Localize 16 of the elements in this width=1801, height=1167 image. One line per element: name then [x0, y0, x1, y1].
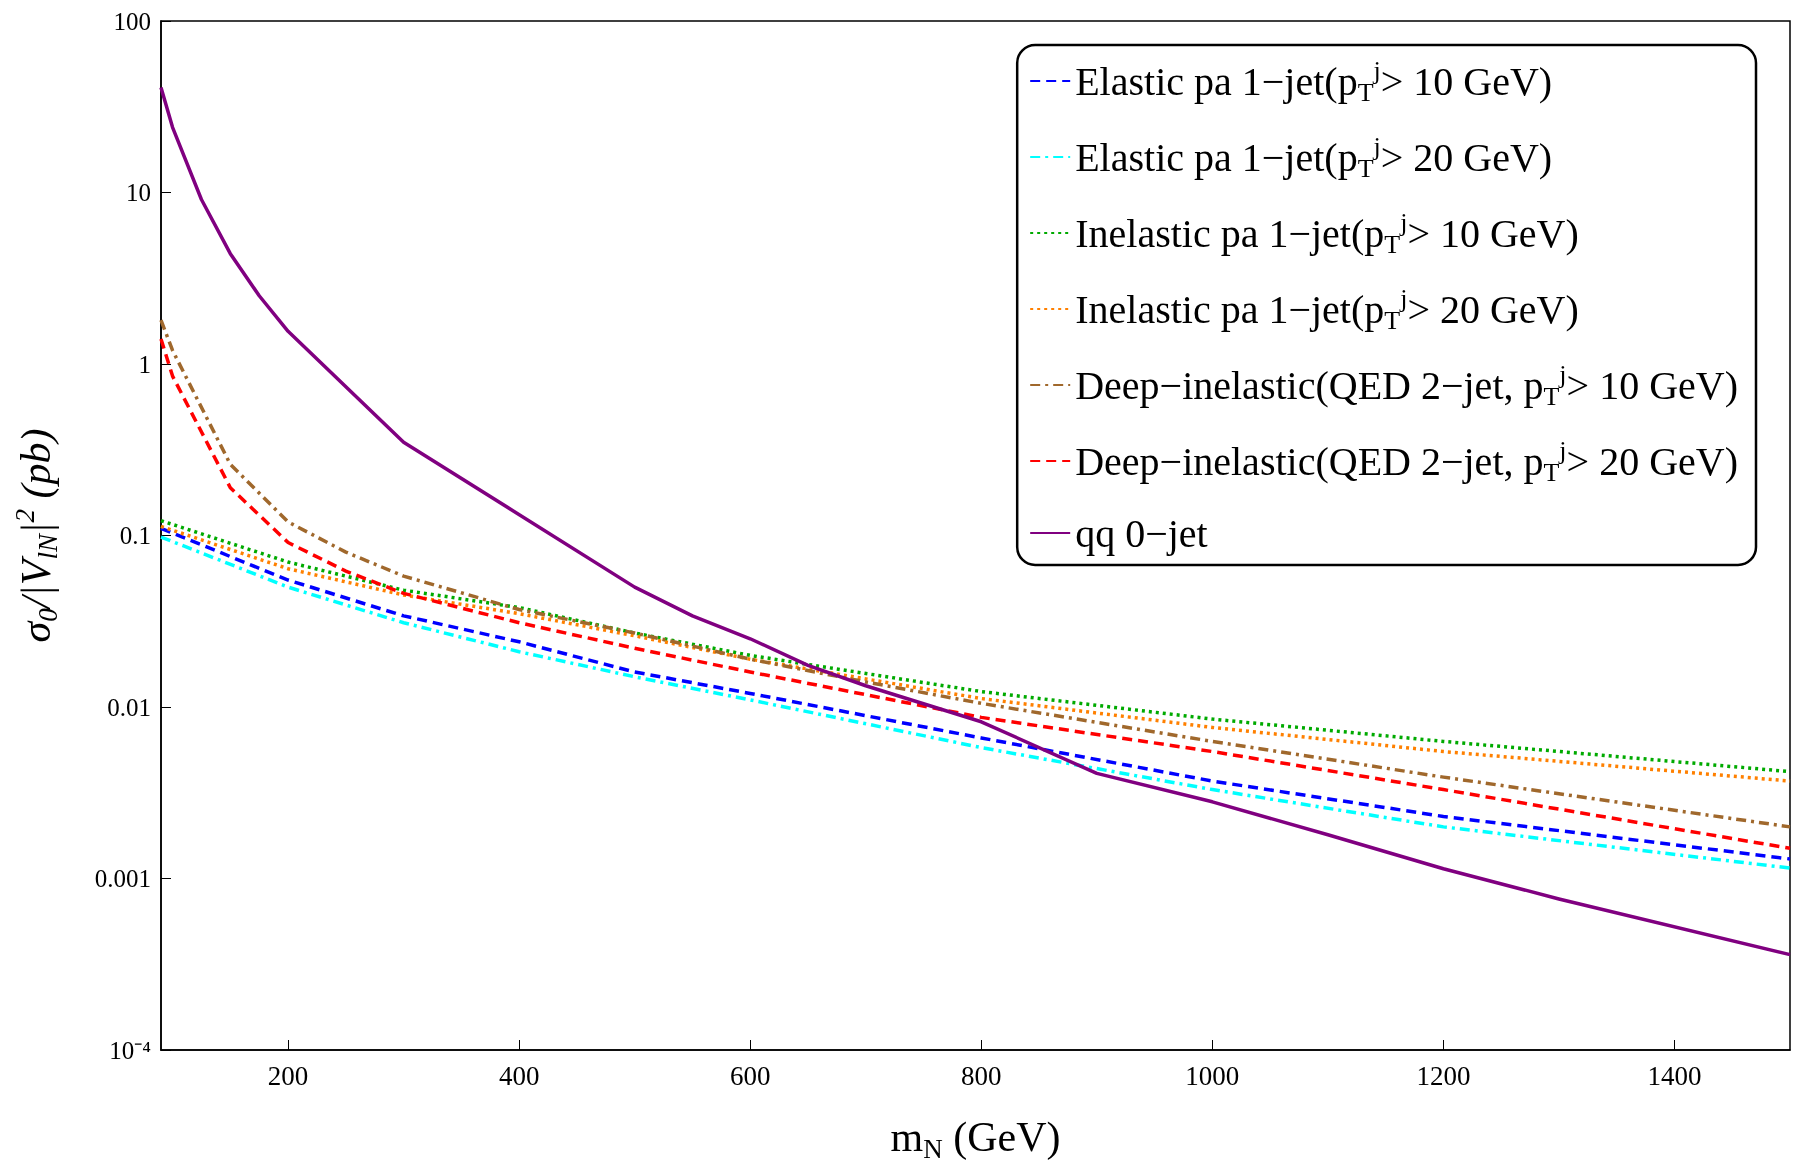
x-tick-label: 200 [267, 1060, 309, 1091]
x-tick-label: 1000 [1185, 1060, 1240, 1091]
x-tick-label: 800 [961, 1060, 1002, 1091]
x-tick-label: 1200 [1416, 1060, 1471, 1091]
y-tick-label: 0.1 [119, 522, 151, 549]
y-tick-label: 10 [126, 179, 151, 206]
y-tick-label: 0.01 [107, 693, 151, 721]
y-axis-title: σ0/|VlN|2 (pb) [9, 428, 63, 643]
y-tick-label: 10⁻⁴ [109, 1036, 152, 1064]
x-tick-label: 600 [729, 1060, 771, 1091]
x-tick-label: 1400 [1647, 1060, 1702, 1091]
y-tick-label: 0.001 [94, 865, 151, 892]
y-tick-label: 1 [138, 350, 151, 378]
y-tick-label: 100 [113, 7, 151, 35]
x-tick-label: 400 [498, 1060, 540, 1091]
legend-label: qq 0−jet [1075, 510, 1208, 556]
